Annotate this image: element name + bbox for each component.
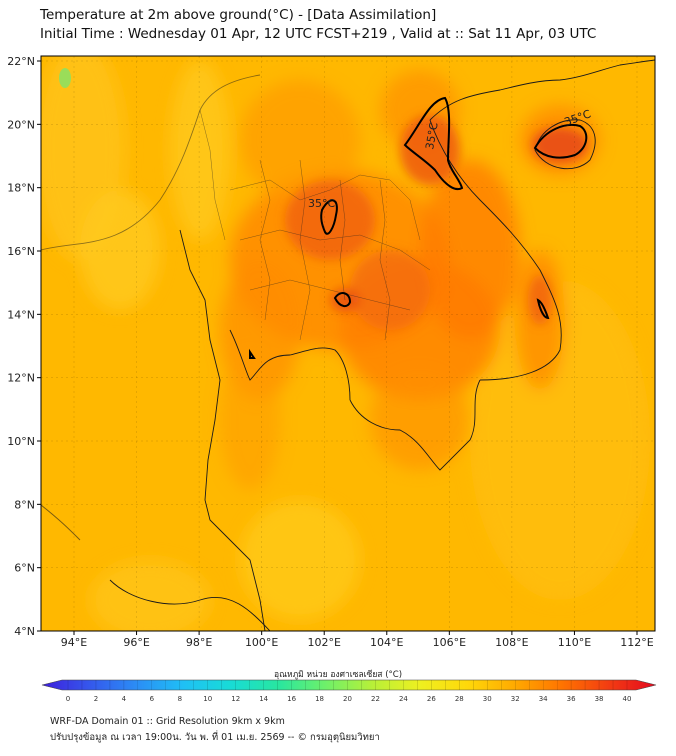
contour-label: 35°C xyxy=(423,121,441,150)
lon-label: 108°E xyxy=(495,636,528,649)
lat-label: 10°N xyxy=(7,435,35,448)
colorbar-tick-label: 20 xyxy=(343,695,352,703)
lat-label: 16°N xyxy=(7,245,35,258)
lon-label: 102°E xyxy=(307,636,340,649)
province-borders xyxy=(199,109,431,341)
colorbar-tick-label: 4 xyxy=(122,695,127,703)
colorbar-title: อุณหภูมิ หน่วย องศาเซลเซียส (°C) xyxy=(273,670,403,680)
lat-label: 18°N xyxy=(7,182,35,195)
colorbar-tick-label: 2 xyxy=(94,695,98,703)
lon-label: 100°E xyxy=(245,636,278,649)
lon-label: 98°E xyxy=(186,636,212,649)
contour-label: 35°C xyxy=(308,197,335,210)
colorbar-tick-label: 24 xyxy=(399,695,408,703)
latitude-axis: 22°N 20°N 18°N 16°N 14°N 12°N 10°N 8°N 6°N 4°N xyxy=(7,55,655,638)
colorbar: 0 2 4 6 8 10 12 14 16 18 20 22 24 26 28 30 32 34 36 38 40 xyxy=(41,679,657,703)
colorbar-tick-label: 12 xyxy=(231,695,240,703)
colorbar-tick-label: 18 xyxy=(315,695,324,703)
colorbar-tick-label: 22 xyxy=(371,695,380,703)
colorbar-tick-label: 36 xyxy=(567,695,576,703)
lon-label: 106°E xyxy=(433,636,466,649)
colorbar-tick-label: 38 xyxy=(595,695,604,703)
footer-line-2: ปรับปรุงข้อมูล ณ เวลา 19:00น. วัน พ. ที่… xyxy=(50,732,380,743)
lat-label: 14°N xyxy=(7,308,35,321)
colorbar-tick-label: 16 xyxy=(287,695,296,703)
colorbar-tick-label: 28 xyxy=(455,695,464,703)
lon-label: 104°E xyxy=(370,636,403,649)
lat-label: 8°N xyxy=(14,498,35,511)
temperature-field xyxy=(41,56,655,631)
colorbar-tick-label: 32 xyxy=(511,695,520,703)
lat-label: 20°N xyxy=(7,118,35,131)
map-frame xyxy=(40,55,656,632)
lon-label: 96°E xyxy=(123,636,149,649)
cool-spot xyxy=(59,68,71,88)
colorbar-tick-label: 26 xyxy=(427,695,436,703)
contours-35c xyxy=(249,96,588,359)
colorbar-tick-label: 34 xyxy=(539,695,548,703)
lat-label: 12°N xyxy=(7,372,35,385)
lat-label: 22°N xyxy=(7,55,35,68)
lat-label: 4°N xyxy=(14,625,35,638)
lon-label: 110°E xyxy=(558,636,591,649)
colorbar-tick-label: 10 xyxy=(203,695,212,703)
colorbar-tick-label: 40 xyxy=(623,695,632,703)
lon-label: 112°E xyxy=(620,636,653,649)
colorbar-tick-label: 8 xyxy=(178,695,182,703)
chart-title: Temperature at 2m above ground(°C) - [Da… xyxy=(40,7,437,23)
footer-line-1: WRF-DA Domain 01 :: Grid Resolution 9km … xyxy=(50,716,285,727)
colorbar-tick-label: 30 xyxy=(483,695,492,703)
chart-subtitle: Initial Time : Wednesday 01 Apr, 12 UTC … xyxy=(40,26,597,42)
colorbar-tick-label: 0 xyxy=(66,695,70,703)
lon-label: 94°E xyxy=(61,636,87,649)
colorbar-tick-label: 14 xyxy=(259,695,268,703)
longitude-axis: 94°E 96°E 98°E 100°E 102°E 104°E 106°E 108°E 110… xyxy=(61,56,654,649)
coastlines xyxy=(41,59,655,631)
lat-label: 6°N xyxy=(14,562,35,575)
colorbar-tick-label: 6 xyxy=(150,695,155,703)
